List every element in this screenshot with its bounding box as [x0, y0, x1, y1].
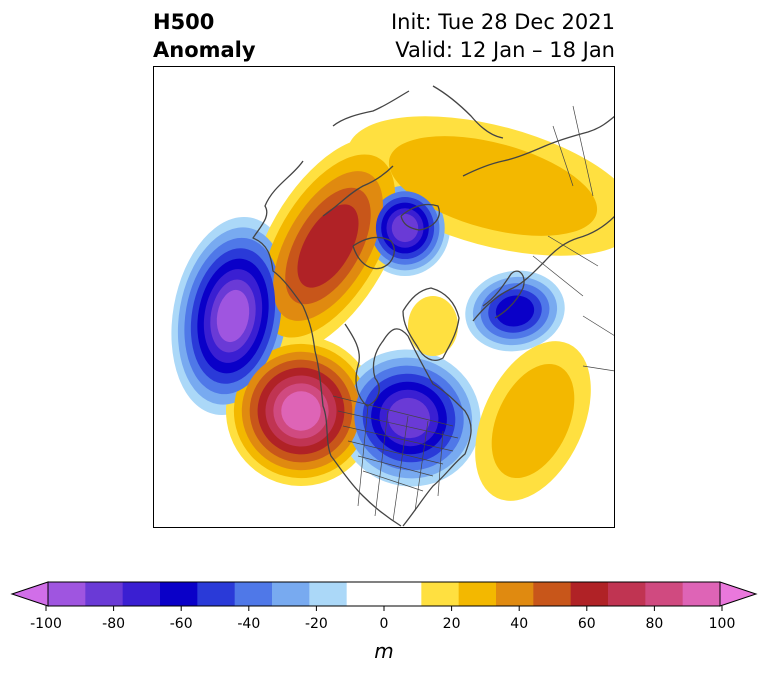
colorbar-tick-label: 0 [380, 616, 389, 632]
anomaly-contours [171, 116, 615, 501]
colorbar-bin [234, 582, 273, 606]
colorbar-bins [10, 581, 758, 607]
anomaly-contour [281, 391, 321, 431]
political-borders [332, 105, 615, 522]
colorbar-bin [309, 582, 348, 606]
colorbar-bin [272, 582, 310, 606]
valid-range: Valid: 12 Jan – 18 Jan [395, 38, 615, 62]
anomaly-contour [297, 204, 359, 288]
colorbar-tick-label: -40 [237, 616, 260, 632]
colorbar-tick-label: -20 [305, 616, 328, 632]
anomaly-contour [216, 289, 250, 343]
colorbar-extend-low [10, 581, 49, 607]
coastline-na-west [252, 160, 402, 527]
colorbar-bin [197, 582, 236, 606]
coastline-arctic-islands [322, 90, 440, 270]
coastline-scandinavia [482, 270, 525, 319]
colorbar-bin [85, 582, 124, 606]
anomaly-contour [408, 296, 458, 356]
colorbar-extend-high [719, 581, 758, 607]
map-dates: Init: Tue 28 Dec 2021 Valid: 12 Jan – 18… [391, 8, 615, 64]
colorbar-bin [48, 582, 86, 606]
anomaly-contour [387, 397, 431, 439]
anomaly-contour [491, 363, 575, 479]
colorbar-unit: m [374, 639, 393, 663]
coastline-eurasia [432, 85, 615, 322]
coastline-greenland [402, 287, 460, 361]
colorbar-ticks: -100 -80 -60 -40 -20 0 20 40 60 80 100 [30, 606, 735, 632]
colorbar-tick-label: -100 [30, 616, 62, 632]
anomaly-contour [495, 295, 535, 327]
init-date: Init: Tue 28 Dec 2021 [390, 10, 615, 34]
colorbar-bin [608, 582, 646, 606]
colorbar-bin [346, 582, 422, 606]
anomaly-contour [388, 136, 598, 236]
colorbar-bin [421, 582, 460, 606]
colorbar-bin [458, 582, 497, 606]
colorbar-bin [645, 582, 684, 606]
colorbar-bin [160, 582, 198, 606]
anomaly-contour [391, 213, 419, 243]
map-frame [153, 66, 615, 528]
colorbar-bin [533, 582, 572, 606]
colorbar-bin [122, 582, 161, 606]
colorbar-bin [496, 582, 534, 606]
colorbar-tick-label: 100 [709, 616, 736, 632]
colorbar-tick-label: -80 [102, 616, 125, 632]
coastline-na-east [344, 323, 472, 527]
field-type: Anomaly [153, 38, 256, 62]
colorbar-tick-label: -60 [170, 616, 193, 632]
coastlines [252, 85, 615, 527]
map-title: H500 Anomaly [153, 8, 256, 64]
colorbar-bin [682, 582, 721, 606]
anomaly-map [153, 66, 615, 528]
colorbar-bin [570, 582, 609, 606]
field-name: H500 [153, 10, 215, 34]
colorbar-tick-label: 80 [645, 616, 663, 632]
colorbar-tick-label: 60 [578, 616, 596, 632]
colorbar-tick-label: 40 [510, 616, 528, 632]
colorbar: -100 -80 -60 -40 -20 0 20 40 60 80 100 m [10, 581, 758, 663]
colorbar-tick-label: 20 [443, 616, 461, 632]
